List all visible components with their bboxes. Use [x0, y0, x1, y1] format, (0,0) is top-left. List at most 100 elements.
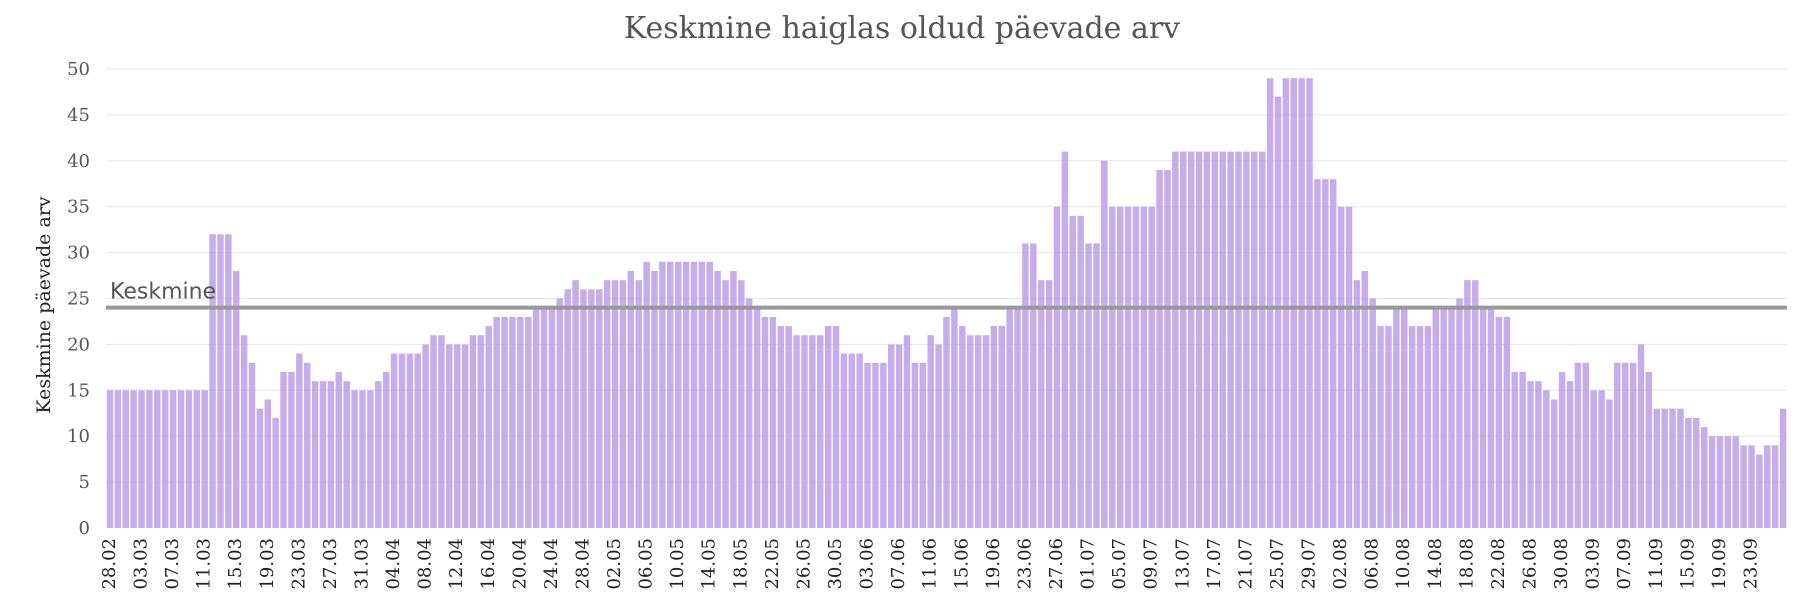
- bar: [1061, 151, 1069, 528]
- bar: [659, 261, 666, 528]
- bar: [1764, 445, 1771, 528]
- bar: [1108, 206, 1116, 528]
- x-tick-label: 22.08: [1488, 538, 1509, 590]
- bar: [1558, 371, 1566, 528]
- x-tick-label: 19.03: [257, 538, 278, 590]
- bar: [1677, 408, 1684, 528]
- bar: [816, 335, 824, 528]
- y-tick-label: 10: [67, 426, 90, 447]
- bar: [1487, 307, 1495, 528]
- bar: [651, 270, 658, 528]
- bar: [248, 362, 256, 528]
- bar: [1322, 179, 1329, 528]
- bar: [1693, 417, 1700, 528]
- x-tick-label: 02.08: [1330, 538, 1351, 590]
- bar: [588, 289, 595, 528]
- bar: [311, 381, 319, 528]
- bar: [1211, 151, 1219, 528]
- bar: [1771, 445, 1779, 528]
- x-tick-label: 15.06: [951, 538, 972, 590]
- x-tick-label: 24.04: [541, 538, 562, 590]
- bar: [232, 270, 240, 528]
- bar: [840, 353, 848, 528]
- bar: [1180, 151, 1187, 528]
- bar: [785, 326, 792, 528]
- bar: [1669, 408, 1676, 528]
- x-tick-label: 01.07: [1078, 538, 1099, 590]
- bar: [682, 261, 690, 528]
- bar: [777, 326, 785, 528]
- bar: [809, 335, 816, 528]
- bar: [469, 335, 477, 528]
- bar: [225, 234, 232, 529]
- bar: [524, 316, 532, 528]
- bar: [1022, 243, 1029, 529]
- bar: [1535, 381, 1542, 528]
- bar: [240, 335, 248, 528]
- reference-line-group: Keskmine: [106, 280, 1787, 310]
- bar: [1037, 280, 1045, 528]
- bar: [138, 390, 145, 528]
- bar: [706, 261, 713, 528]
- bar: [1724, 436, 1732, 528]
- bar: [1132, 206, 1140, 528]
- bar: [217, 234, 224, 529]
- bar: [540, 307, 548, 528]
- bar: [1416, 326, 1424, 528]
- bar: [1369, 298, 1376, 528]
- y-tick-label: 50: [67, 59, 90, 80]
- bar: [1653, 408, 1661, 528]
- bar: [485, 326, 492, 528]
- x-tick-label: 15.03: [225, 538, 246, 590]
- bar: [888, 344, 895, 528]
- bar: [564, 289, 571, 528]
- bar: [256, 408, 264, 528]
- bar: [990, 326, 998, 528]
- bar: [398, 353, 406, 528]
- bar: [1053, 206, 1061, 528]
- bar: [453, 344, 461, 528]
- y-tick-label: 15: [67, 380, 90, 401]
- bar: [1337, 206, 1345, 528]
- x-tick-label: 03.06: [857, 538, 878, 590]
- bar: [1164, 169, 1171, 529]
- y-tick-label: 30: [67, 243, 90, 264]
- bar: [288, 371, 295, 528]
- bar: [911, 362, 919, 528]
- x-tick-label: 07.09: [1614, 538, 1635, 590]
- bar: [793, 335, 800, 528]
- bar: [509, 316, 516, 528]
- bar: [367, 390, 374, 528]
- bar: [1069, 215, 1077, 528]
- bar: [193, 390, 200, 528]
- y-tick-label: 20: [67, 334, 90, 355]
- x-tick-label: 13.07: [1172, 538, 1193, 590]
- average-reference-label: Keskmine: [110, 280, 216, 305]
- bar: [903, 335, 911, 528]
- bar: [856, 353, 863, 528]
- bar: [154, 390, 161, 528]
- bar: [982, 335, 990, 528]
- bar: [122, 390, 129, 528]
- x-tick-label: 30.08: [1551, 538, 1572, 590]
- bar: [1085, 243, 1092, 529]
- bar: [611, 280, 619, 528]
- bar: [548, 307, 556, 528]
- bar: [1645, 371, 1653, 528]
- bar: [872, 362, 879, 528]
- bar: [1148, 206, 1155, 528]
- bar: [1519, 371, 1526, 528]
- bar: [667, 261, 674, 528]
- x-tick-label: 10.05: [667, 538, 688, 590]
- bar: [1314, 179, 1321, 528]
- bar: [1574, 362, 1582, 528]
- bar: [1227, 151, 1234, 528]
- bar: [1606, 399, 1613, 528]
- bar: [1251, 151, 1258, 528]
- bar: [1756, 454, 1763, 528]
- bar: [698, 261, 706, 528]
- x-tick-label: 19.09: [1709, 538, 1730, 590]
- bar: [406, 353, 414, 528]
- x-tick-label: 11.09: [1646, 538, 1667, 590]
- bar: [1511, 371, 1518, 528]
